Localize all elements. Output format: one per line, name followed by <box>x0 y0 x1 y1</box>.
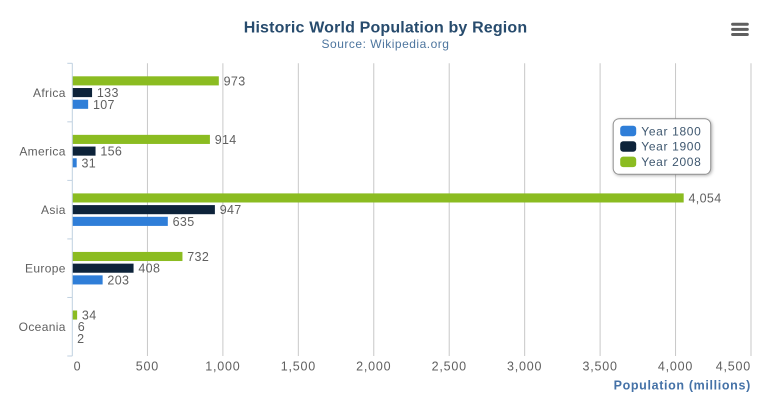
svg-text:6: 6 <box>78 320 85 334</box>
svg-text:973: 973 <box>224 74 246 88</box>
svg-text:1,000: 1,000 <box>205 359 240 373</box>
svg-text:0: 0 <box>74 359 82 373</box>
svg-text:635: 635 <box>173 215 195 229</box>
svg-text:Europe: Europe <box>25 261 66 275</box>
svg-text:3,500: 3,500 <box>582 359 617 373</box>
svg-text:2,000: 2,000 <box>356 359 391 373</box>
svg-text:2,500: 2,500 <box>432 359 467 373</box>
svg-text:914: 914 <box>215 133 237 147</box>
svg-text:500: 500 <box>136 359 159 373</box>
svg-text:Year 1900: Year 1900 <box>641 140 701 154</box>
svg-text:31: 31 <box>81 156 96 170</box>
svg-text:408: 408 <box>138 262 160 276</box>
svg-text:4,054: 4,054 <box>688 191 721 205</box>
svg-text:4,000: 4,000 <box>658 359 693 373</box>
svg-text:2: 2 <box>77 332 84 346</box>
svg-text:Historic World Population by R: Historic World Population by Region <box>244 20 528 37</box>
svg-text:Source: Wikipedia.org: Source: Wikipedia.org <box>322 37 450 51</box>
svg-text:3,000: 3,000 <box>507 359 542 373</box>
svg-text:133: 133 <box>97 86 119 100</box>
svg-text:156: 156 <box>100 145 122 159</box>
svg-text:203: 203 <box>107 273 129 287</box>
svg-text:Year 2008: Year 2008 <box>641 155 701 169</box>
svg-text:4,500: 4,500 <box>716 359 751 373</box>
svg-text:America: America <box>19 144 65 158</box>
svg-text:107: 107 <box>93 98 115 112</box>
svg-text:Africa: Africa <box>33 86 66 100</box>
svg-text:Oceania: Oceania <box>19 320 66 334</box>
svg-text:Asia: Asia <box>41 203 66 217</box>
svg-text:947: 947 <box>220 203 242 217</box>
svg-text:732: 732 <box>187 250 209 264</box>
svg-text:34: 34 <box>82 309 97 323</box>
svg-text:1,500: 1,500 <box>281 359 316 373</box>
svg-text:Year 1800: Year 1800 <box>641 124 701 138</box>
svg-text:Population (millions): Population (millions) <box>614 378 751 392</box>
